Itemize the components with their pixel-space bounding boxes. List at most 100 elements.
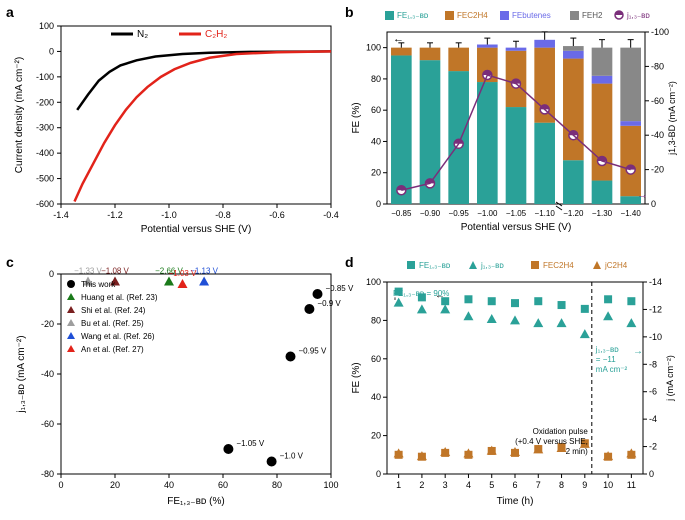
svg-text:0: 0: [376, 469, 381, 479]
svg-text:11: 11: [627, 480, 636, 490]
svg-text:Potential versus SHE (V): Potential versus SHE (V): [141, 224, 252, 235]
svg-text:(+0.4 V versus SHE,: (+0.4 V versus SHE,: [515, 437, 588, 446]
svg-text:−1.05 V: −1.05 V: [236, 439, 264, 448]
svg-text:−1.30: −1.30: [592, 209, 613, 218]
svg-text:FEC2H4: FEC2H4: [457, 11, 488, 20]
svg-text:−1.0 V: −1.0 V: [280, 452, 304, 461]
svg-text:7: 7: [536, 480, 541, 490]
svg-text:20: 20: [371, 431, 381, 441]
svg-text:60: 60: [371, 105, 381, 115]
svg-text:−0.9 V: −0.9 V: [317, 299, 341, 308]
panel-b-chart: −0.85−0.90−0.95−1.00−1.05−1.10−1.20−1.30…: [345, 4, 681, 237]
svg-text:-500: -500: [36, 174, 54, 184]
svg-text:FEC2H4: FEC2H4: [543, 261, 574, 270]
svg-text:100: 100: [366, 43, 381, 53]
svg-text:-80: -80: [41, 469, 54, 479]
svg-text:2: 2: [419, 480, 424, 490]
svg-text:-8: -8: [649, 359, 657, 369]
svg-text:-10: -10: [649, 332, 662, 342]
svg-text:6: 6: [512, 480, 517, 490]
svg-text:−1.40: −1.40: [621, 209, 642, 218]
svg-text:5: 5: [489, 480, 494, 490]
svg-text:= −11: = −11: [596, 355, 616, 364]
svg-text:−1.20: −1.20: [563, 209, 584, 218]
svg-text:80: 80: [371, 74, 381, 84]
svg-text:→: →: [633, 346, 643, 357]
panel-c-chart: 020406080100-80-60-40-200FE₁,₃₋ʙᴅ (%)j₁,…: [6, 254, 336, 510]
svg-text:0: 0: [651, 199, 656, 209]
svg-text:Huang et al. (Ref. 23): Huang et al. (Ref. 23): [81, 293, 158, 302]
svg-text:Potential versus SHE (V): Potential versus SHE (V): [461, 222, 572, 233]
svg-text:−1.33 V: −1.33 V: [74, 267, 102, 276]
svg-text:FE (%): FE (%): [351, 102, 362, 133]
svg-text:FE₁,₃₋ʙᴅ: FE₁,₃₋ʙᴅ: [397, 11, 429, 20]
svg-text:−0.90: −0.90: [420, 209, 441, 218]
svg-text:j (mA cm⁻²): j (mA cm⁻²): [665, 355, 675, 402]
svg-text:−1.03 V: −1.03 V: [169, 269, 197, 278]
panel-a-label: a: [6, 4, 14, 20]
svg-text:-0.6: -0.6: [269, 210, 285, 220]
svg-text:-40: -40: [651, 130, 664, 140]
svg-text:4: 4: [466, 480, 471, 490]
svg-text:An et al. (Ref. 27): An et al. (Ref. 27): [81, 345, 144, 354]
svg-text:-20: -20: [41, 319, 54, 329]
svg-text:20: 20: [110, 480, 120, 490]
svg-text:-6: -6: [649, 387, 657, 397]
svg-text:N₂: N₂: [137, 29, 148, 40]
svg-text:-0.4: -0.4: [323, 210, 339, 220]
svg-text:→: →: [637, 189, 648, 201]
panel-c-label: c: [6, 254, 14, 270]
svg-text:j₁,₃₋ʙᴅ: j₁,₃₋ʙᴅ: [626, 11, 650, 20]
svg-text:Wang et al. (Ref. 26): Wang et al. (Ref. 26): [81, 332, 155, 341]
svg-text:-600: -600: [36, 199, 54, 209]
svg-text:mA cm⁻²: mA cm⁻²: [596, 365, 628, 374]
panel-b-label: b: [345, 4, 354, 20]
svg-text:-1.0: -1.0: [161, 210, 177, 220]
svg-text:−0.85: −0.85: [391, 209, 412, 218]
svg-text:C₂H₂: C₂H₂: [205, 29, 227, 40]
panel-d-chart: 12345678910110204060801000-2-4-6-8-10-12…: [345, 254, 681, 510]
svg-text:-0.8: -0.8: [215, 210, 231, 220]
svg-text:−0.95 V: −0.95 V: [299, 347, 327, 356]
svg-text:80: 80: [272, 480, 282, 490]
svg-text:80: 80: [371, 315, 381, 325]
svg-text:-300: -300: [36, 123, 54, 133]
svg-text:FEbutenes: FEbutenes: [512, 11, 551, 20]
svg-text:j₁,₃₋ʙᴅ (mA cm⁻²): j₁,₃₋ʙᴅ (mA cm⁻²): [16, 335, 27, 413]
svg-text:-40: -40: [41, 369, 54, 379]
svg-text:1: 1: [396, 480, 401, 490]
svg-text:10: 10: [603, 480, 613, 490]
svg-text:←: ←: [393, 33, 404, 45]
svg-text:←: ←: [435, 290, 445, 301]
svg-text:2 min): 2 min): [566, 447, 589, 456]
svg-text:-12: -12: [649, 304, 662, 314]
svg-text:9: 9: [582, 480, 587, 490]
panel-a-chart: -1.4-1.2-1.0-0.8-0.6-0.4-600-500-400-300…: [6, 4, 336, 237]
svg-text:40: 40: [371, 136, 381, 146]
svg-text:−1.00: −1.00: [477, 209, 498, 218]
svg-text:20: 20: [371, 168, 381, 178]
svg-text:-80: -80: [651, 61, 664, 71]
svg-text:-200: -200: [36, 97, 54, 107]
svg-text:0: 0: [376, 199, 381, 209]
svg-text:FEH2: FEH2: [582, 11, 603, 20]
svg-text:Bu et al. (Ref. 25): Bu et al. (Ref. 25): [81, 319, 144, 328]
svg-text:Shi et al. (Ref. 24): Shi et al. (Ref. 24): [81, 306, 146, 315]
panel-d-label: d: [345, 254, 354, 270]
svg-text:FE (%): FE (%): [351, 362, 362, 393]
svg-text:−0.95: −0.95: [449, 209, 470, 218]
svg-text:j₁,₃₋ʙᴅ: j₁,₃₋ʙᴅ: [595, 345, 619, 354]
svg-text:3: 3: [443, 480, 448, 490]
svg-text:-14: -14: [649, 277, 662, 287]
svg-text:0: 0: [58, 480, 63, 490]
svg-text:-20: -20: [651, 165, 664, 175]
svg-text:-100: -100: [36, 72, 54, 82]
svg-text:0: 0: [649, 469, 654, 479]
svg-text:Current density (mA cm⁻²): Current density (mA cm⁻²): [14, 57, 25, 173]
svg-text:j1,3-BD (mA cm⁻²): j1,3-BD (mA cm⁻²): [667, 81, 677, 156]
svg-text:-1.2: -1.2: [107, 210, 123, 220]
svg-text:8: 8: [559, 480, 564, 490]
svg-text:-100: -100: [651, 27, 669, 37]
svg-text:100: 100: [323, 480, 338, 490]
svg-text:Oxidation pulse: Oxidation pulse: [533, 427, 589, 436]
